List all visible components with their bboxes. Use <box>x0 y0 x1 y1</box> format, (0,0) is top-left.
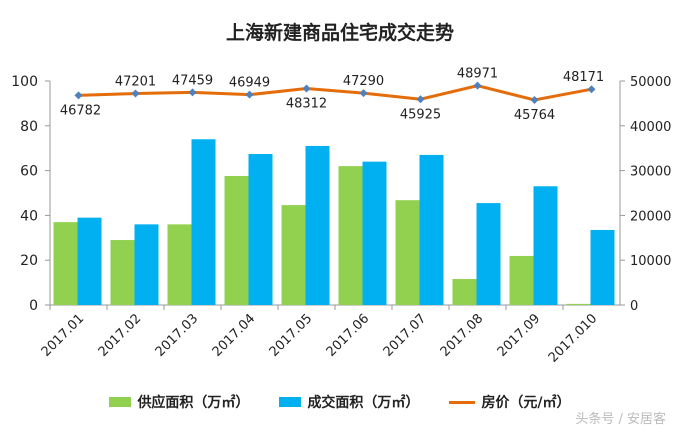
bar-deal <box>590 229 615 305</box>
x-tick-label: 2017.01 <box>39 311 88 360</box>
watermark: 头条号 / 安居客 <box>575 412 666 427</box>
x-tick-label: 2017.05 <box>267 311 316 360</box>
bar-supply <box>224 175 249 305</box>
bar-deal <box>476 203 501 305</box>
bar-supply <box>395 200 420 305</box>
y2-tick-label: 10000 <box>630 254 671 269</box>
price-data-label: 45925 <box>400 107 441 122</box>
price-marker <box>416 95 425 104</box>
bar-deal <box>77 217 102 305</box>
bar-supply <box>53 222 78 305</box>
x-tick-label: 2017.02 <box>96 311 145 360</box>
y2-tick-label: 30000 <box>630 165 671 180</box>
bar-supply <box>566 303 591 305</box>
legend-swatch <box>109 397 132 407</box>
price-data-label: 47201 <box>115 75 156 90</box>
price-marker <box>74 91 83 100</box>
legend-label: 房价（元/㎡） <box>481 395 571 411</box>
price-data-label: 48971 <box>457 67 498 82</box>
bar-deal <box>362 161 387 305</box>
price-data-label: 46782 <box>60 103 101 118</box>
price-data-label: 48171 <box>563 70 604 85</box>
x-tick-label: 2017.06 <box>324 311 373 360</box>
price-marker <box>302 84 311 93</box>
bar-deal <box>191 139 216 305</box>
bar-supply <box>338 166 363 305</box>
bar-deal <box>248 154 273 305</box>
bar-supply <box>110 240 135 305</box>
bar-supply <box>452 279 477 305</box>
legend-label: 供应面积（万㎡） <box>137 395 250 411</box>
bar-deal <box>134 224 159 305</box>
bar-deal <box>533 186 558 305</box>
x-tick-label: 2017.07 <box>381 311 430 360</box>
price-data-label: 45764 <box>514 108 555 123</box>
price-marker <box>188 88 197 97</box>
price-marker <box>530 95 539 104</box>
price-marker <box>359 89 368 98</box>
y-tick-label: 60 <box>20 164 38 180</box>
x-tick-label: 2017.010 <box>546 311 600 365</box>
price-marker <box>473 81 482 90</box>
bar-supply <box>281 205 306 305</box>
legend-label: 成交面积（万㎡） <box>307 395 420 411</box>
legend: 供应面积（万㎡） 成交面积（万㎡） 房价（元/㎡） <box>0 392 680 412</box>
x-tick-label: 2017.09 <box>495 311 544 360</box>
x-tick-label: 2017.03 <box>153 311 202 360</box>
y2-tick-label: 0 <box>630 299 638 314</box>
legend-item-price: 房价（元/㎡） <box>449 392 571 412</box>
legend-swatch <box>279 397 302 407</box>
legend-swatch <box>449 400 476 404</box>
bar-supply <box>509 255 534 305</box>
chart-title: 上海新建商品住宅成交走势 <box>225 22 454 44</box>
price-marker <box>131 89 140 98</box>
y-tick-label: 20 <box>20 253 38 269</box>
y-tick-label: 40 <box>20 208 38 224</box>
y2-tick-label: 50000 <box>630 75 671 90</box>
bar-supply <box>167 224 192 305</box>
legend-item-supply: 供应面积（万㎡） <box>109 392 249 412</box>
price-data-label: 48312 <box>286 97 327 112</box>
price-data-label: 46949 <box>229 76 270 91</box>
price-data-label: 47290 <box>343 74 384 89</box>
price-line <box>78 84 592 102</box>
y-tick-label: 0 <box>29 298 38 314</box>
x-tick-label: 2017.04 <box>210 311 259 360</box>
bar-deal <box>419 154 444 305</box>
price-marker <box>587 85 596 94</box>
y2-tick-label: 40000 <box>630 120 671 135</box>
x-tick-label: 2017.08 <box>438 311 487 360</box>
y-tick-label: 80 <box>20 119 38 135</box>
price-data-label: 47459 <box>172 73 213 88</box>
legend-item-deal: 成交面积（万㎡） <box>279 392 419 412</box>
y2-tick-label: 20000 <box>630 209 671 224</box>
bar-deal <box>305 145 330 305</box>
y-tick-label: 100 <box>11 74 38 90</box>
price-marker <box>245 90 254 99</box>
